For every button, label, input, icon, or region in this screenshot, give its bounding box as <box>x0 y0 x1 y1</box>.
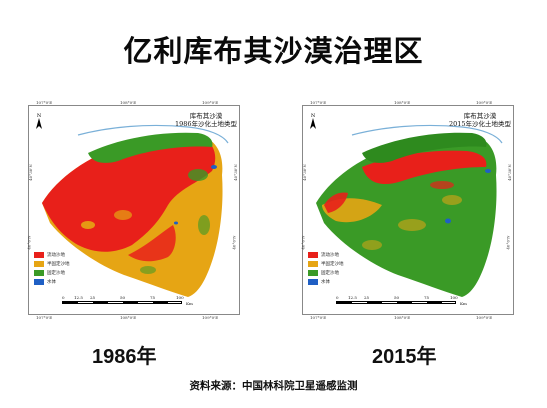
legend-swatch <box>34 251 44 258</box>
scale-labels: 0 12.5 25 50 75 100 Km <box>336 295 467 306</box>
coord-bottom-left: 107°0'E <box>36 315 53 320</box>
scale-tick: 0 <box>336 295 339 300</box>
north-label: N <box>311 113 316 119</box>
legend-item: 流动沙地 <box>34 250 70 259</box>
north-label: N <box>37 113 42 119</box>
scale-tick: 100 <box>176 295 184 300</box>
land-cover-map-1986 <box>42 124 229 297</box>
scale-tick: 25 <box>364 295 370 300</box>
coord-bottom-right: 109°0'E <box>202 315 219 320</box>
legend-label: 水体 <box>47 279 56 285</box>
coord-top-left: 107°0'E <box>310 100 327 105</box>
legend-item: 半固定沙地 <box>308 259 344 268</box>
scale-unit: Km <box>460 301 467 306</box>
legend-label: 固定沙地 <box>321 270 339 276</box>
map-title: 库布其沙漠 2015年沙化土地类型 <box>449 112 511 128</box>
coord-bottom-mid: 108°0'E <box>394 315 411 320</box>
scale-unit: Km <box>186 301 193 306</box>
legend-swatch <box>308 278 318 285</box>
legend: 流动沙地 半固定沙地 固定沙地 水体 <box>308 250 344 286</box>
year-label-1986: 1986年 <box>92 346 157 368</box>
scale-bar: 0 12.5 25 50 75 100 Km <box>62 295 193 307</box>
legend-item: 流动沙地 <box>308 250 344 259</box>
legend-swatch <box>34 269 44 276</box>
legend-swatch <box>308 251 318 258</box>
legend-item: 半固定沙地 <box>34 259 70 268</box>
map-title-line2: 1986年沙化土地类型 <box>174 120 237 128</box>
north-arrow-icon: N <box>310 113 316 129</box>
legend-swatch <box>308 260 318 267</box>
scale-tick: 0 <box>62 295 65 300</box>
coord-top-right: 109°0'E <box>476 100 493 105</box>
legend-label: 固定沙地 <box>47 270 65 276</box>
legend-label: 半固定沙地 <box>47 261 70 267</box>
legend-swatch <box>34 278 44 285</box>
legend-label: 水体 <box>321 279 330 285</box>
scale-tick: 75 <box>150 295 156 300</box>
scale-tick: 100 <box>450 295 458 300</box>
map-2015: 107°0'E 108°0'E 109°0'E 107°0'E 108°0'E … <box>296 100 521 320</box>
source-caption: 资料来源：中国林科院卫星遥感监测 <box>189 380 358 392</box>
scale-tick: 25 <box>90 295 96 300</box>
coord-top-right: 109°0'E <box>202 100 219 105</box>
legend-item: 水体 <box>308 277 344 286</box>
scale-tick: 50 <box>120 295 126 300</box>
scale-bar-graphic <box>336 301 456 304</box>
map-1986: 107°0'E 108°0'E 109°0'E 107°0'E 108°0'E … <box>22 100 247 320</box>
legend-label: 流动沙地 <box>47 252 65 258</box>
scale-labels: 0 12.5 25 50 75 100 Km <box>62 295 193 306</box>
coord-bottom-mid: 108°0'E <box>120 315 137 320</box>
scale-bar-graphic <box>62 301 182 304</box>
legend-swatch <box>34 260 44 267</box>
legend-label: 半固定沙地 <box>321 261 344 267</box>
map-title: 库布其沙漠 1986年沙化土地类型 <box>175 112 237 128</box>
legend-label: 流动沙地 <box>321 252 339 258</box>
coord-bottom-left: 107°0'E <box>310 315 327 320</box>
scale-bar: 0 12.5 25 50 75 100 Km <box>336 295 467 307</box>
scale-tick: 75 <box>424 295 430 300</box>
legend-item: 固定沙地 <box>308 268 344 277</box>
land-cover-map-2015 <box>316 124 503 297</box>
north-arrow-icon: N <box>36 113 42 129</box>
coord-top-left: 107°0'E <box>36 100 53 105</box>
legend: 流动沙地 半固定沙地 固定沙地 水体 <box>34 250 70 286</box>
map-title-line1: 库布其沙漠 <box>189 112 223 120</box>
map-title-line2: 2015年沙化土地类型 <box>448 120 511 128</box>
scale-tick: 12.5 <box>74 295 83 300</box>
page-title: 亿利库布其沙漠治理区 <box>123 34 424 68</box>
year-label-2015: 2015年 <box>372 346 437 368</box>
legend-item: 固定沙地 <box>34 268 70 277</box>
scale-tick: 50 <box>394 295 400 300</box>
coord-top-mid: 108°0'E <box>120 100 137 105</box>
legend-swatch <box>308 269 318 276</box>
coord-top-mid: 108°0'E <box>394 100 411 105</box>
legend-item: 水体 <box>34 277 70 286</box>
coord-bottom-right: 109°0'E <box>476 315 493 320</box>
map-title-line1: 库布其沙漠 <box>463 112 497 120</box>
scale-tick: 12.5 <box>348 295 357 300</box>
